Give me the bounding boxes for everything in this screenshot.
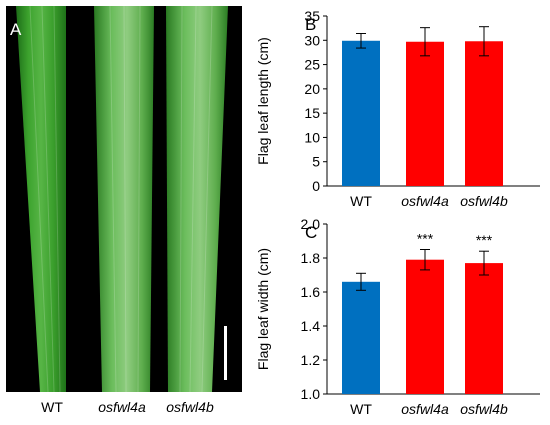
x-tick-label: osfwl4a <box>401 193 449 209</box>
bar-osfwl4a <box>406 259 444 394</box>
x-tick-label: WT <box>350 401 372 417</box>
significance-label: *** <box>417 231 434 247</box>
scale-bar <box>224 326 227 380</box>
y-tick-label: 10 <box>304 129 320 145</box>
x-tick-label: osfwl4b <box>460 401 508 417</box>
y-tick-label: 1.6 <box>301 284 321 300</box>
bar-osfwl4b <box>465 41 503 186</box>
y-tick-label: 0 <box>312 178 320 194</box>
panel-a-label: A <box>10 20 22 39</box>
panel-c-label: C <box>305 223 317 242</box>
y-tick-label: 1.4 <box>301 318 321 334</box>
y-tick-label: 30 <box>304 32 320 48</box>
bar-osfwl4a <box>406 41 444 186</box>
osfwl4a-leaf <box>94 6 154 392</box>
bar-WT <box>342 40 380 187</box>
wt-leaf <box>16 6 66 392</box>
y-tick-label: 20 <box>304 81 320 97</box>
y-tick-label: 35 <box>304 8 320 24</box>
osfwl4b-leaf <box>166 6 228 392</box>
y-tick-label: 5 <box>312 154 320 170</box>
bar-osfwl4b <box>465 263 503 394</box>
photo-label-osfwl4b: osfwl4b <box>166 399 214 415</box>
chart-c: C 1.0 1.2 1.4 1.6 1.8 2.0 Flag leaf width (cm)… <box>255 216 540 417</box>
x-tick-label: osfwl4a <box>401 401 449 417</box>
leaf-veins <box>29 5 213 393</box>
y-axis-label: Flag leaf width (cm) <box>255 248 271 370</box>
y-tick-label: 1.8 <box>301 250 321 266</box>
y-axis-label: Flag leaf length (cm) <box>255 37 271 165</box>
photo-label-osfwl4a: osfwl4a <box>98 399 146 415</box>
leaf-photo: A WT osfwl4a osfwl4b <box>6 5 242 415</box>
y-tick-label: 1.0 <box>301 386 321 402</box>
chart-b: B 0 5 10 15 20 25 30 35 Flag leaf length (cm) WT o… <box>255 8 540 209</box>
x-tick-label: osfwl4b <box>460 193 508 209</box>
y-tick-label: 25 <box>304 57 320 73</box>
photo-label-wt: WT <box>41 399 63 415</box>
panel-b-label: B <box>305 15 316 34</box>
significance-label: *** <box>476 232 493 248</box>
y-tick-label: 1.2 <box>301 352 321 368</box>
x-tick-label: WT <box>350 193 372 209</box>
y-tick-label: 15 <box>304 105 320 121</box>
bar-WT <box>342 281 380 394</box>
y-tick-label: 2.0 <box>301 216 321 232</box>
